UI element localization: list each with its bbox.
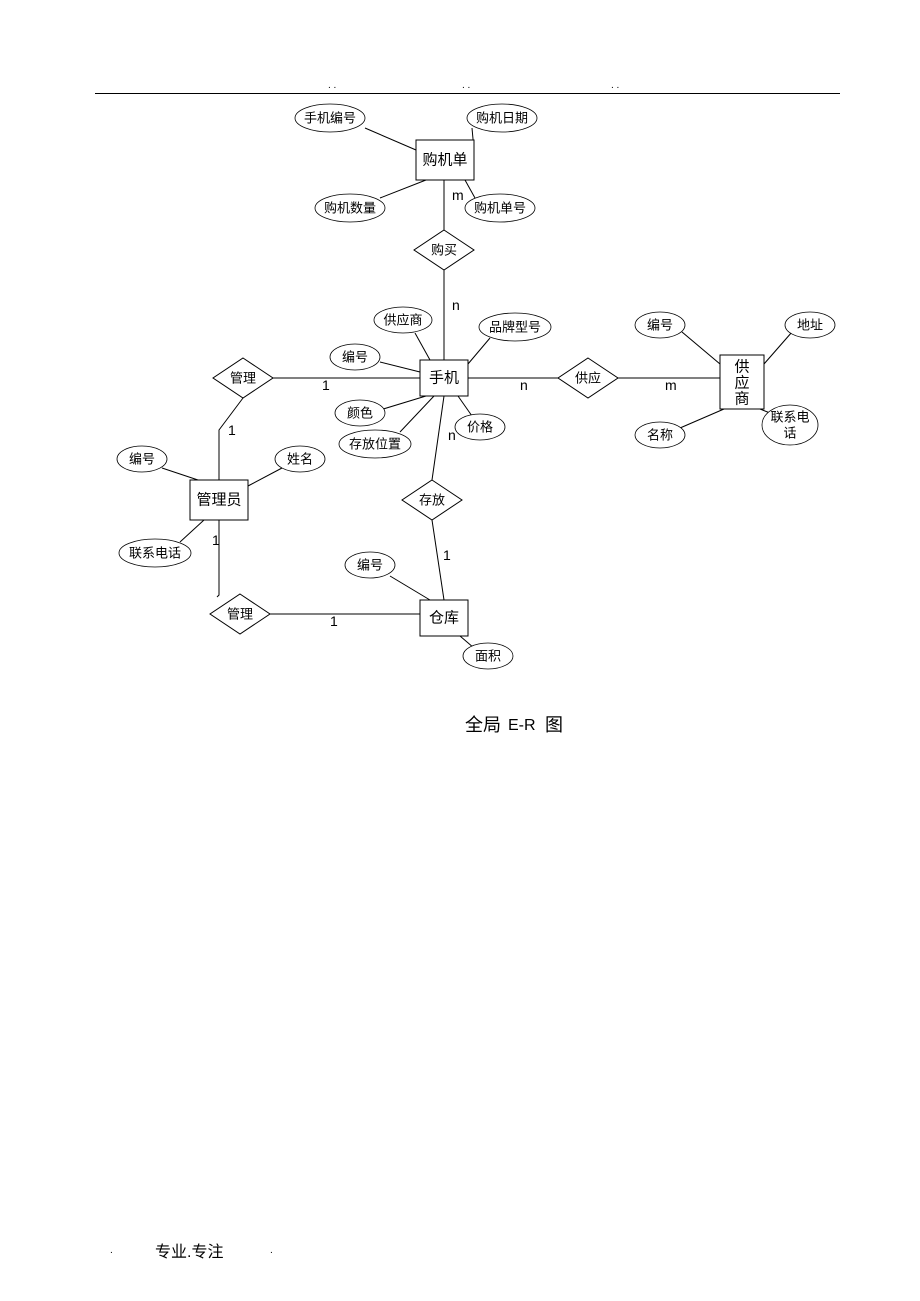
edge	[390, 576, 430, 600]
attribute-label: 编号	[357, 558, 383, 573]
attribute-label: 颜色	[347, 406, 373, 421]
attribute-label: 编号	[647, 318, 673, 333]
relationship-label: 购买	[431, 243, 457, 258]
footer-dot: .	[270, 1245, 273, 1256]
attribute-label: 购机日期	[476, 111, 528, 126]
relationship-label: 存放	[419, 493, 445, 508]
cardinality: m	[452, 187, 464, 203]
entity-label: 手机	[429, 370, 459, 387]
edge	[180, 520, 204, 542]
relationship-label: 供应	[575, 371, 601, 386]
edge	[380, 180, 426, 198]
er-diagram: 手机编号购机日期购机数量购机单号供应商编号品牌型号颜色存放位置价格编号地址名称联…	[0, 0, 920, 1301]
edge	[468, 338, 490, 364]
attribute-label: 编号	[342, 350, 368, 365]
attribute-label: 话	[783, 426, 796, 441]
attribute-label: 存放位置	[349, 437, 401, 452]
attribute-label: 供应商	[383, 313, 422, 328]
entity-label: 仓库	[429, 610, 459, 627]
cardinality: 1	[330, 613, 338, 629]
attribute-label: 手机编号	[304, 111, 356, 126]
attribute-label: 购机数量	[324, 201, 376, 216]
caption-part-1: 全局	[465, 711, 501, 737]
footer-dot: .	[110, 1245, 113, 1256]
edge	[248, 468, 282, 486]
edge	[465, 180, 475, 198]
attribute-label: 价格	[467, 420, 493, 435]
attribute-label: 联系电话	[129, 546, 181, 561]
cardinality: n	[452, 297, 460, 313]
attribute-label: 地址	[797, 318, 823, 333]
caption-part-3: 图	[545, 711, 563, 737]
attribute-label: 品牌型号	[489, 320, 541, 335]
edge	[162, 468, 198, 480]
edge	[380, 396, 426, 410]
cardinality: 1	[212, 532, 220, 548]
edge	[415, 333, 430, 360]
edge	[458, 396, 472, 416]
edge	[219, 398, 243, 480]
entity-label: 管理员	[196, 492, 241, 509]
entity-label: 购机单	[422, 152, 467, 169]
edge	[365, 128, 416, 150]
attribute-label: 购机单号	[474, 201, 526, 216]
entity-label: 供	[734, 359, 749, 376]
cardinality: m	[665, 377, 677, 393]
edge	[380, 362, 420, 372]
entity-label: 应	[734, 374, 749, 392]
edge	[764, 332, 792, 364]
entity-label: 商	[734, 391, 749, 408]
attribute-label: 联系电	[770, 410, 809, 425]
edge	[680, 409, 724, 428]
cardinality: 1	[443, 547, 451, 563]
edge	[432, 396, 444, 480]
attribute-label: 面积	[475, 649, 501, 664]
attribute-label: 姓名	[287, 452, 313, 467]
cardinality: 1	[228, 422, 236, 438]
cardinality: 1	[322, 377, 330, 393]
attribute-label: 名称	[647, 428, 673, 443]
caption-part-2: E-R	[508, 717, 536, 735]
relationship-label: 管理	[230, 371, 256, 386]
cardinality: n	[520, 377, 528, 393]
cardinality: n	[448, 427, 456, 443]
relationship-label: 管理	[227, 607, 253, 622]
edge	[400, 396, 434, 432]
attribute-label: 编号	[129, 452, 155, 467]
edge	[682, 332, 720, 364]
footer-text: 专业.专注	[155, 1238, 223, 1262]
